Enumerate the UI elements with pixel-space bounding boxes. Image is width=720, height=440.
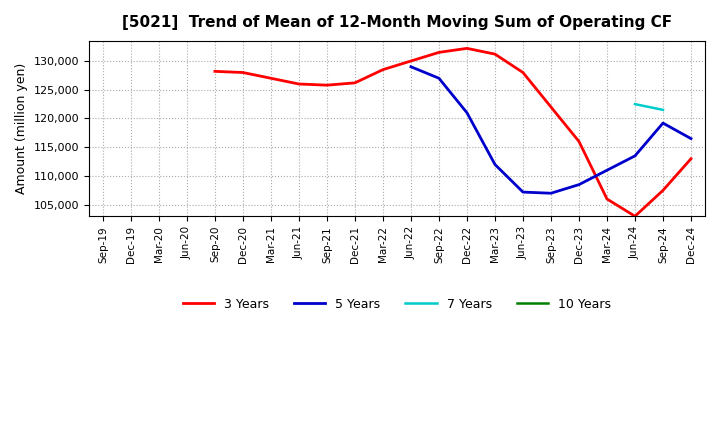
5 Years <box>490 162 499 167</box>
7 Years <box>659 107 667 113</box>
3 Years <box>603 196 611 202</box>
5 Years <box>407 64 415 70</box>
5 Years <box>518 190 527 195</box>
Title: [5021]  Trend of Mean of 12-Month Moving Sum of Operating CF: [5021] Trend of Mean of 12-Month Moving … <box>122 15 672 30</box>
5 Years <box>546 191 555 196</box>
5 Years <box>603 168 611 173</box>
5 Years <box>463 110 472 115</box>
5 Years <box>435 76 444 81</box>
3 Years <box>518 70 527 75</box>
3 Years <box>351 80 359 85</box>
3 Years <box>323 83 331 88</box>
5 Years <box>659 121 667 126</box>
3 Years <box>687 156 696 161</box>
3 Years <box>238 70 247 75</box>
5 Years <box>575 182 583 187</box>
3 Years <box>575 139 583 144</box>
3 Years <box>266 76 275 81</box>
3 Years <box>407 59 415 64</box>
Y-axis label: Amount (million yen): Amount (million yen) <box>15 63 28 194</box>
7 Years <box>631 102 639 107</box>
3 Years <box>294 81 303 87</box>
3 Years <box>379 67 387 72</box>
5 Years <box>631 153 639 158</box>
3 Years <box>659 188 667 193</box>
3 Years <box>546 104 555 110</box>
3 Years <box>490 51 499 57</box>
5 Years <box>687 136 696 141</box>
3 Years <box>631 213 639 219</box>
3 Years <box>211 69 220 74</box>
Line: 5 Years: 5 Years <box>411 67 691 193</box>
Legend: 3 Years, 5 Years, 7 Years, 10 Years: 3 Years, 5 Years, 7 Years, 10 Years <box>178 293 616 315</box>
3 Years <box>435 50 444 55</box>
Line: 3 Years: 3 Years <box>215 48 691 216</box>
3 Years <box>463 46 472 51</box>
Line: 7 Years: 7 Years <box>635 104 663 110</box>
